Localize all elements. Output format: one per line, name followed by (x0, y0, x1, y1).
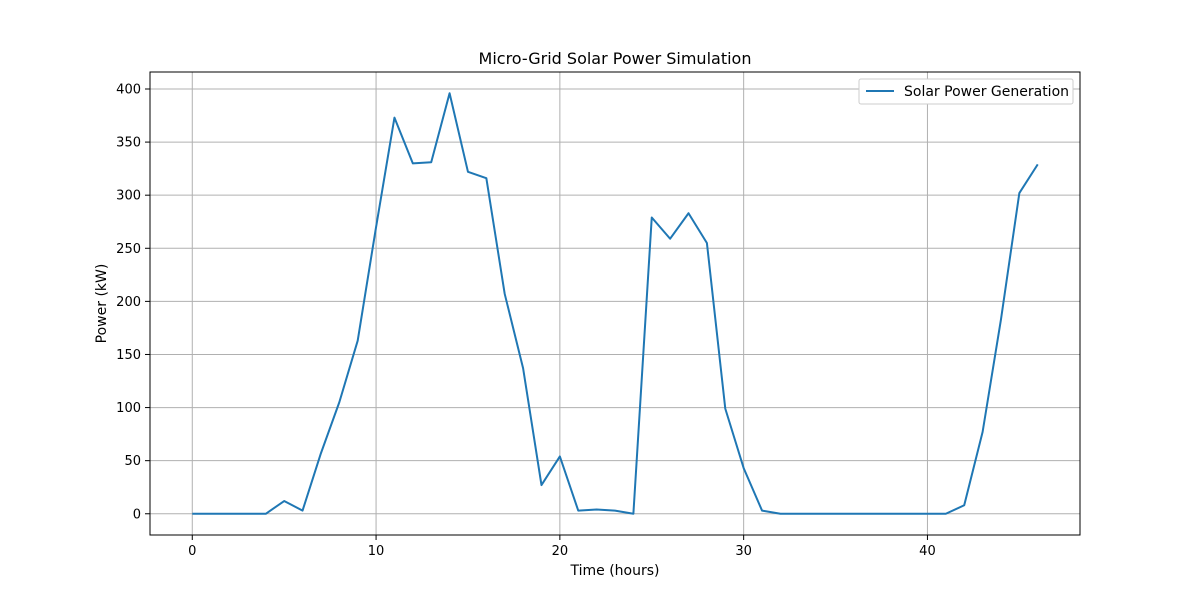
series-line (192, 92, 1039, 515)
y-tick-label: 400 (116, 82, 141, 97)
x-axis-label: Time (hours) (570, 563, 660, 579)
y-tick-label: 350 (116, 136, 141, 151)
y-tick-label: 150 (116, 348, 141, 363)
grid-lines (150, 72, 1080, 535)
legend-box (858, 78, 1074, 105)
x-tick-label: 20 (552, 544, 569, 559)
y-tick-label: 50 (124, 454, 141, 469)
y-tick-label: 250 (116, 242, 141, 257)
legend-label: Solar Power Generation (904, 84, 1069, 100)
x-tick-label: 0 (188, 544, 196, 559)
x-tick-label: 40 (919, 544, 936, 559)
chart-title: Micro-Grid Solar Power Simulation (479, 49, 752, 68)
y-tick-label: 300 (116, 189, 141, 204)
x-tick-label: 10 (368, 544, 385, 559)
y-tick-label: 0 (133, 507, 141, 522)
axes-frame (149, 71, 1081, 536)
y-tick-label: 200 (116, 295, 141, 310)
x-tick-label: 30 (735, 544, 752, 559)
plot-series (192, 92, 1039, 515)
legend: Solar Power Generation (858, 78, 1074, 105)
y-axis-label: Power (kW) (94, 264, 110, 344)
y-tick-label: 100 (116, 401, 141, 416)
